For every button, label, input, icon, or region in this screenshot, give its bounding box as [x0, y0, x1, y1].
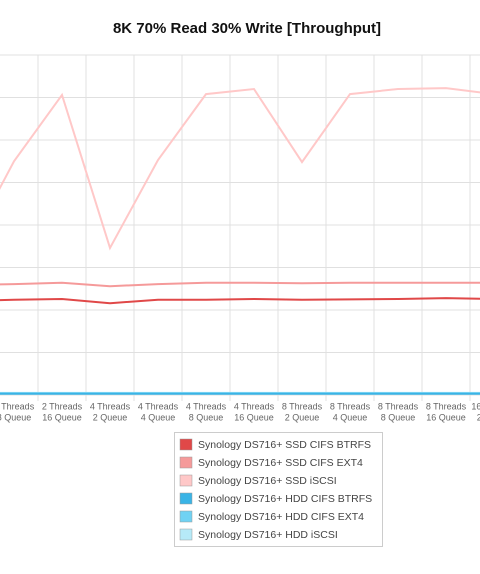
series-line	[0, 87, 480, 251]
x-tick-label: 2 Queue	[477, 412, 480, 422]
x-tick-label: 8 Threads	[426, 401, 467, 411]
x-tick-label: 8 Queue	[0, 412, 31, 422]
x-tick-label: 8 Queue	[189, 412, 224, 422]
x-tick-label: 4 Threads	[90, 401, 131, 411]
legend-label: Synology DS716+ HDD iSCSI	[198, 529, 338, 541]
legend-label: Synology DS716+ SSD CIFS EXT4	[198, 457, 363, 469]
x-tick-label: 2 Threads	[42, 401, 83, 411]
x-tick-label: 4 Queue	[141, 412, 176, 422]
legend-swatch	[179, 438, 193, 451]
x-tick-label: 16 Queue	[42, 412, 82, 422]
x-tick-label: 4 Threads	[234, 401, 275, 411]
x-tick-label: 8 Threads	[378, 401, 419, 411]
x-tick-label: 2 Queue	[285, 412, 320, 422]
x-tick-label: 2 Threads	[0, 401, 35, 411]
legend-swatch	[179, 510, 193, 523]
x-tick-label: 4 Queue	[333, 412, 368, 422]
legend-label: Synology DS716+ HDD CIFS EXT4	[198, 511, 364, 523]
x-tick-label: 8 Queue	[381, 412, 416, 422]
legend-swatch	[179, 492, 193, 505]
x-tick-label: 4 Threads	[186, 401, 227, 411]
x-tick-label: 8 Threads	[282, 401, 323, 411]
x-tick-label: 8 Threads	[330, 401, 371, 411]
legend-label: Synology DS716+ SSD CIFS BTRFS	[198, 439, 371, 451]
x-tick-label: 4 Threads	[138, 401, 179, 411]
series-line	[0, 281, 480, 288]
x-tick-label: 16 Threads	[471, 401, 480, 411]
x-tick-label: 2 Queue	[93, 412, 128, 422]
legend-swatch	[179, 474, 193, 487]
legend-box	[174, 432, 383, 547]
legend-swatch	[179, 528, 193, 541]
series-line	[0, 297, 480, 305]
legend-label: Synology DS716+ HDD CIFS BTRFS	[198, 493, 372, 505]
chart-title: 8K 70% Read 30% Write [Throughput]	[113, 20, 381, 37]
legend-swatch	[179, 456, 193, 469]
x-tick-label: 16 Queue	[234, 412, 274, 422]
x-tick-label: 16 Queue	[426, 412, 466, 422]
legend-label: Synology DS716+ SSD iSCSI	[198, 475, 337, 487]
